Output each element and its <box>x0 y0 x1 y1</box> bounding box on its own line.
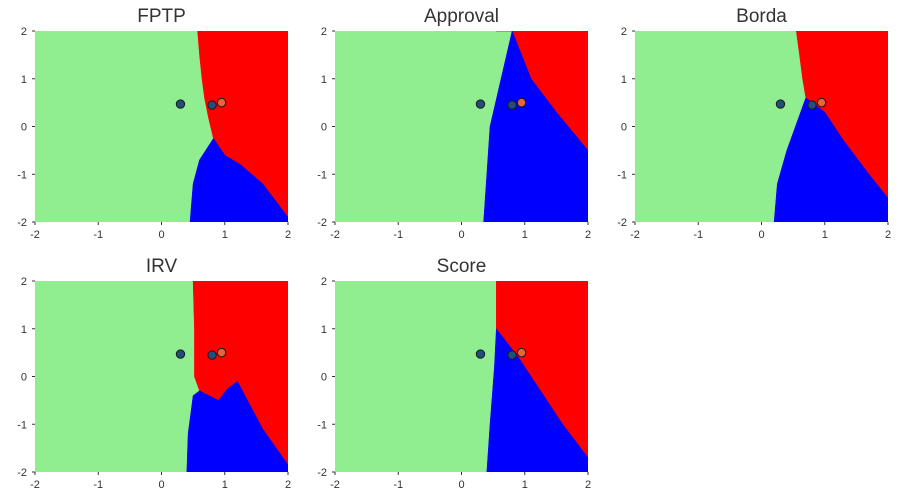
y-tick-label: -2 <box>617 217 627 229</box>
y-tick-label: -1 <box>17 419 27 431</box>
chart-panel-approval: Approval -2 -1 0 1 2 -2 -1 0 1 2 <box>317 6 591 241</box>
y-tick-label: 1 <box>21 74 27 86</box>
candidate-point <box>207 350 217 360</box>
candidate-point <box>216 97 227 108</box>
x-tick-label: -1 <box>93 229 103 241</box>
y-tick-label: -2 <box>317 467 327 479</box>
chart-title: FPTP <box>137 6 186 27</box>
x-tick-label: -1 <box>393 229 403 241</box>
region-green <box>35 281 195 472</box>
x-tick-label: 0 <box>458 229 464 241</box>
x-tick-label: 0 <box>458 479 464 491</box>
x-tick-label: 0 <box>158 479 164 491</box>
x-tick-label: -2 <box>30 229 40 241</box>
x-tick-label: 0 <box>158 229 164 241</box>
y-tick-label: -1 <box>317 419 327 431</box>
y-tick-label: 2 <box>321 26 327 38</box>
y-tick-label: -2 <box>17 467 27 479</box>
candidate-point <box>775 99 786 109</box>
y-tick-label: 2 <box>21 26 27 38</box>
x-tick-label: -1 <box>693 229 703 241</box>
region-blue <box>483 31 588 222</box>
candidate-point <box>207 100 217 110</box>
chart-panel-score: Score -2 -1 0 1 2 -2 -1 0 1 2 <box>317 256 591 491</box>
chart-title: Score <box>437 256 487 277</box>
chart-title: Borda <box>736 6 787 27</box>
region-green <box>35 31 214 222</box>
candidate-point <box>516 97 527 108</box>
y-tick-label: 1 <box>21 324 27 336</box>
chart-panel-fptp: FPTP -2 -1 0 1 2 -2 -1 0 1 2 <box>17 6 291 241</box>
y-tick-label: -1 <box>617 169 627 181</box>
candidate-point <box>175 99 186 109</box>
y-tick-label: 2 <box>321 276 327 288</box>
y-tick-label: 0 <box>621 122 627 134</box>
y-tick-label: -1 <box>317 169 327 181</box>
y-tick-label: 2 <box>21 276 27 288</box>
region-blue <box>189 137 288 222</box>
x-tick-label: 1 <box>522 229 528 241</box>
x-tick-label: 1 <box>222 479 228 491</box>
x-tick-label: -2 <box>630 229 640 241</box>
region-blue <box>186 380 288 472</box>
y-tick-label: 0 <box>321 122 327 134</box>
x-tick-label: 1 <box>822 229 828 241</box>
candidate-point <box>516 347 527 358</box>
candidate-point <box>475 99 486 109</box>
y-tick-label: -2 <box>317 217 327 229</box>
x-tick-label: 2 <box>585 229 591 241</box>
y-tick-label: -1 <box>17 169 27 181</box>
y-tick-label: 0 <box>21 372 27 384</box>
y-tick-label: -2 <box>17 217 27 229</box>
y-tick-label: 1 <box>321 74 327 86</box>
x-tick-label: -2 <box>330 479 340 491</box>
y-tick-label: 1 <box>321 324 327 336</box>
x-tick-label: 2 <box>585 479 591 491</box>
x-tick-label: -2 <box>30 479 40 491</box>
region-green <box>335 31 497 222</box>
candidate-point <box>816 97 827 108</box>
region-blue <box>486 328 588 472</box>
region-blue <box>773 97 888 222</box>
chart-panel-borda: Borda -2 -1 0 1 2 -2 -1 0 1 2 <box>617 6 891 241</box>
chart-panel-irv: IRV -2 -1 0 1 2 -2 -1 0 1 2 <box>17 256 291 491</box>
region-green <box>335 281 497 472</box>
candidate-point <box>175 349 186 359</box>
y-tick-label: 2 <box>621 26 627 38</box>
y-tick-label: 0 <box>21 122 27 134</box>
candidate-point <box>807 100 817 110</box>
candidate-point <box>507 350 517 360</box>
chart-title: Approval <box>424 6 499 27</box>
candidate-point <box>216 347 227 358</box>
chart-title: IRV <box>146 256 178 277</box>
candidate-point <box>475 349 486 359</box>
x-tick-label: 2 <box>285 229 291 241</box>
x-tick-label: 1 <box>522 479 528 491</box>
x-tick-label: 2 <box>285 479 291 491</box>
x-tick-label: -2 <box>330 229 340 241</box>
x-tick-label: 0 <box>758 229 764 241</box>
x-tick-label: -1 <box>93 479 103 491</box>
x-tick-label: 1 <box>222 229 228 241</box>
x-tick-label: -1 <box>393 479 403 491</box>
y-tick-label: 1 <box>621 74 627 86</box>
candidate-point <box>507 100 517 110</box>
y-tick-label: 0 <box>321 372 327 384</box>
x-tick-label: 2 <box>885 229 891 241</box>
